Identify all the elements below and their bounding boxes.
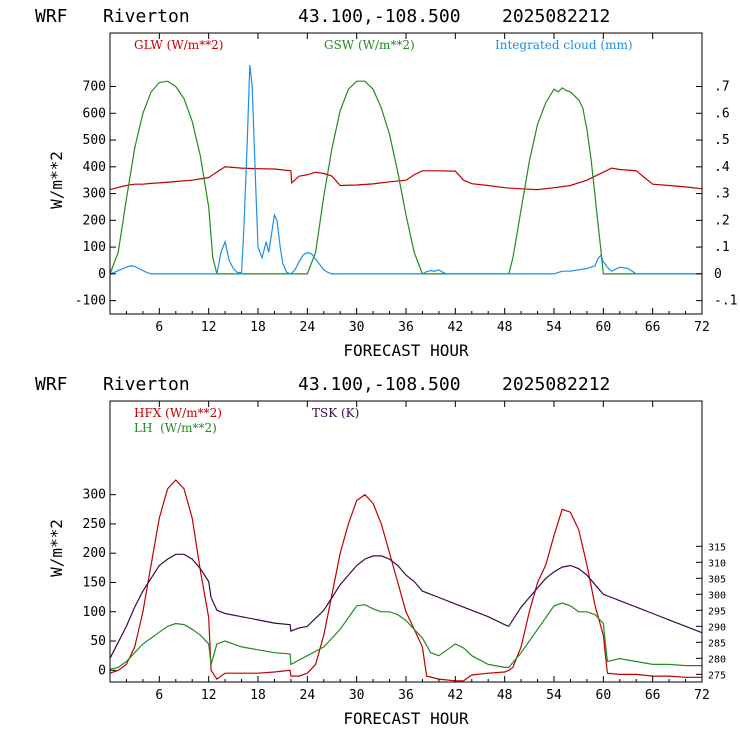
x-tick-label: 24 xyxy=(300,688,316,703)
panel-fluxes: WRF Riverton 43.100,-108.500 2025082212 … xyxy=(35,374,726,728)
x-tick-label: 60 xyxy=(596,320,612,335)
x-tick-label: 36 xyxy=(398,320,414,335)
x-tick-label: 6 xyxy=(155,688,163,703)
x-tick-label: 12 xyxy=(201,320,217,335)
header-coords: 43.100,-108.500 xyxy=(298,374,461,395)
series-line-2 xyxy=(109,553,703,659)
x-tick-label: 42 xyxy=(448,688,464,703)
plot-frame xyxy=(109,32,703,315)
y2-tick-label: 300 xyxy=(708,590,726,601)
x-tick-label: 66 xyxy=(645,688,661,703)
legend-tsk: TSK (K) xyxy=(312,406,359,420)
y-axis-label: W/m**2 xyxy=(47,151,66,209)
header-run: 2025082212 xyxy=(502,374,610,395)
header-model: WRF xyxy=(35,374,68,395)
y2-tick-label: 295 xyxy=(708,606,726,617)
y2-tick-label: .7 xyxy=(714,80,730,95)
y-tick-label: -100 xyxy=(75,294,106,309)
y-tick-label: 100 xyxy=(83,240,106,255)
y-tick-label: 0 xyxy=(98,663,106,678)
x-tick-label: 12 xyxy=(201,688,217,703)
axis-ticks: 6 12 18 24 30 36 42 48 54 60 66 72 -100 0 100 200 300 400… xyxy=(75,33,737,335)
x-tick-label: 54 xyxy=(546,688,562,703)
y-tick-label: 200 xyxy=(83,213,106,228)
plot-lines xyxy=(109,479,703,682)
legend-glw: GLW (W/m**2) xyxy=(134,38,223,52)
series-line-0 xyxy=(109,479,702,682)
x-tick-label: 60 xyxy=(596,688,612,703)
x-tick-label: 54 xyxy=(546,320,562,335)
legend-gsw: GSW (W/m**2) xyxy=(324,38,415,52)
x-tick-label: 30 xyxy=(349,688,365,703)
y-tick-label: 600 xyxy=(83,106,106,121)
y2-tick-label: 275 xyxy=(708,670,726,681)
x-tick-label: 72 xyxy=(694,320,710,335)
x-tick-label: 66 xyxy=(645,320,661,335)
plot-lines xyxy=(109,65,703,275)
x-tick-label: 24 xyxy=(300,320,316,335)
y2-tick-label: 310 xyxy=(708,558,726,569)
y-tick-label: 150 xyxy=(83,575,106,590)
y2-tick-label: .1 xyxy=(714,240,730,255)
y-tick-label: 200 xyxy=(83,546,106,561)
x-tick-label: 18 xyxy=(250,688,266,703)
x-tick-label: 30 xyxy=(349,320,365,335)
y-tick-label: 0 xyxy=(98,267,106,282)
y-axis-label: W/m**2 xyxy=(47,519,66,577)
x-tick-label: 72 xyxy=(694,688,710,703)
legend-lh: LH (W/m**2) xyxy=(134,421,217,435)
x-axis-label: FORECAST HOUR xyxy=(343,341,469,360)
x-tick-label: 48 xyxy=(497,688,513,703)
y2-tick-label: 315 xyxy=(708,542,726,553)
y-tick-label: 500 xyxy=(83,133,106,148)
y-tick-label: 50 xyxy=(90,634,106,649)
y2-tick-label: 290 xyxy=(708,622,726,633)
x-tick-label: 6 xyxy=(155,320,163,335)
y-tick-label: 250 xyxy=(83,517,106,532)
header-run: 2025082212 xyxy=(502,6,610,27)
y2-tick-label: 280 xyxy=(708,654,726,665)
series-line-0 xyxy=(109,166,703,191)
y2-tick-label: -.1 xyxy=(714,294,737,309)
y-tick-label: 700 xyxy=(83,80,106,95)
y2-tick-label: .3 xyxy=(714,187,730,202)
header-model: WRF xyxy=(35,6,68,27)
y2-tick-label: 305 xyxy=(708,574,726,585)
x-tick-label: 36 xyxy=(398,688,414,703)
y2-tick-label: .4 xyxy=(714,160,730,175)
series-line-2 xyxy=(109,65,702,275)
y2-tick-label: 285 xyxy=(708,638,726,649)
y-tick-label: 300 xyxy=(83,488,106,503)
legend-cloud: Integrated cloud (mm) xyxy=(495,38,633,52)
y2-tick-label: .5 xyxy=(714,133,730,148)
plot-frame xyxy=(109,400,703,683)
x-axis-label: FORECAST HOUR xyxy=(343,709,469,728)
series-line-1 xyxy=(109,602,702,670)
x-tick-label: 48 xyxy=(497,320,513,335)
y-tick-label: 300 xyxy=(83,187,106,202)
y-tick-label: 100 xyxy=(83,605,106,620)
legend-hfx: HFX (W/m**2) xyxy=(134,406,222,420)
axis-ticks: 6 12 18 24 30 36 42 48 54 60 66 72 0 50 100 150 200 250 30… xyxy=(83,401,726,703)
series-line-1 xyxy=(109,80,702,275)
header-station: Riverton xyxy=(103,374,190,395)
y-tick-label: 400 xyxy=(83,160,106,175)
y2-tick-label: .2 xyxy=(714,213,730,228)
y2-tick-label: 0 xyxy=(714,267,722,282)
header-coords: 43.100,-108.500 xyxy=(298,6,461,27)
panel-radiation: WRF Riverton 43.100,-108.500 2025082212 … xyxy=(35,6,737,360)
x-tick-label: 18 xyxy=(250,320,266,335)
y2-tick-label: .6 xyxy=(714,106,730,121)
x-tick-label: 42 xyxy=(448,320,464,335)
header-station: Riverton xyxy=(103,6,190,27)
